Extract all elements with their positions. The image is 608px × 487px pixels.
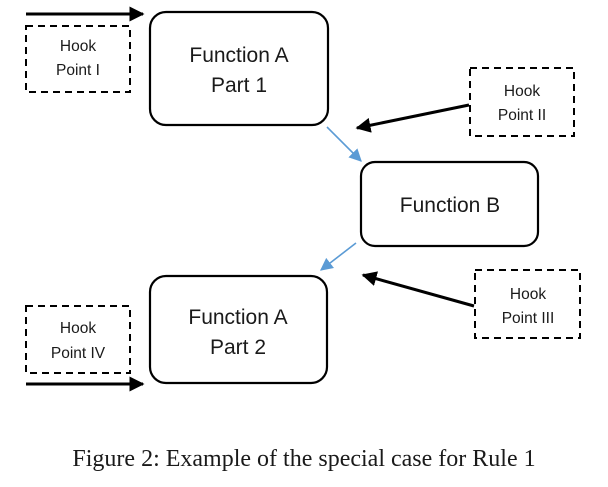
function-a-part1-line1: Function A — [189, 44, 288, 67]
hook-point-4-box: Hook Point IV — [25, 305, 131, 374]
figure-caption: Figure 2: Example of the special case fo… — [72, 446, 536, 472]
function-a-part2-line2: Part 2 — [210, 336, 266, 359]
function-b-box: Function B — [359, 160, 540, 248]
function-a-part1-box: Function A Part 1 — [148, 10, 330, 127]
hook-point-4-line2: Point IV — [51, 345, 106, 362]
hook-arrow-2 — [355, 103, 470, 133]
hook-point-2-line2: Point II — [498, 107, 546, 124]
function-a-part2-line1: Function A — [188, 306, 287, 329]
hook-point-1-line2: Point I — [56, 62, 100, 79]
hook-point-3-box: Hook Point III — [474, 269, 581, 339]
flow-arrow-b-to-a2 — [319, 242, 357, 271]
flow-arrow-a1-to-b — [326, 126, 362, 162]
hook-arrow-3 — [361, 271, 475, 308]
function-a-part1-line2: Part 1 — [211, 74, 267, 97]
hook-point-1-box: Hook Point I — [25, 25, 131, 93]
hook-point-3-line1: Hook — [510, 286, 546, 303]
hook-point-2-line1: Hook — [504, 83, 540, 100]
hook-point-3-line2: Point III — [502, 310, 555, 327]
function-b-label: Function B — [400, 194, 500, 217]
hook-point-2-box: Hook Point II — [469, 67, 575, 137]
hook-point-4-line1: Hook — [60, 320, 96, 337]
hook-point-1-line1: Hook — [60, 38, 96, 55]
function-a-part2-box: Function A Part 2 — [148, 274, 329, 385]
